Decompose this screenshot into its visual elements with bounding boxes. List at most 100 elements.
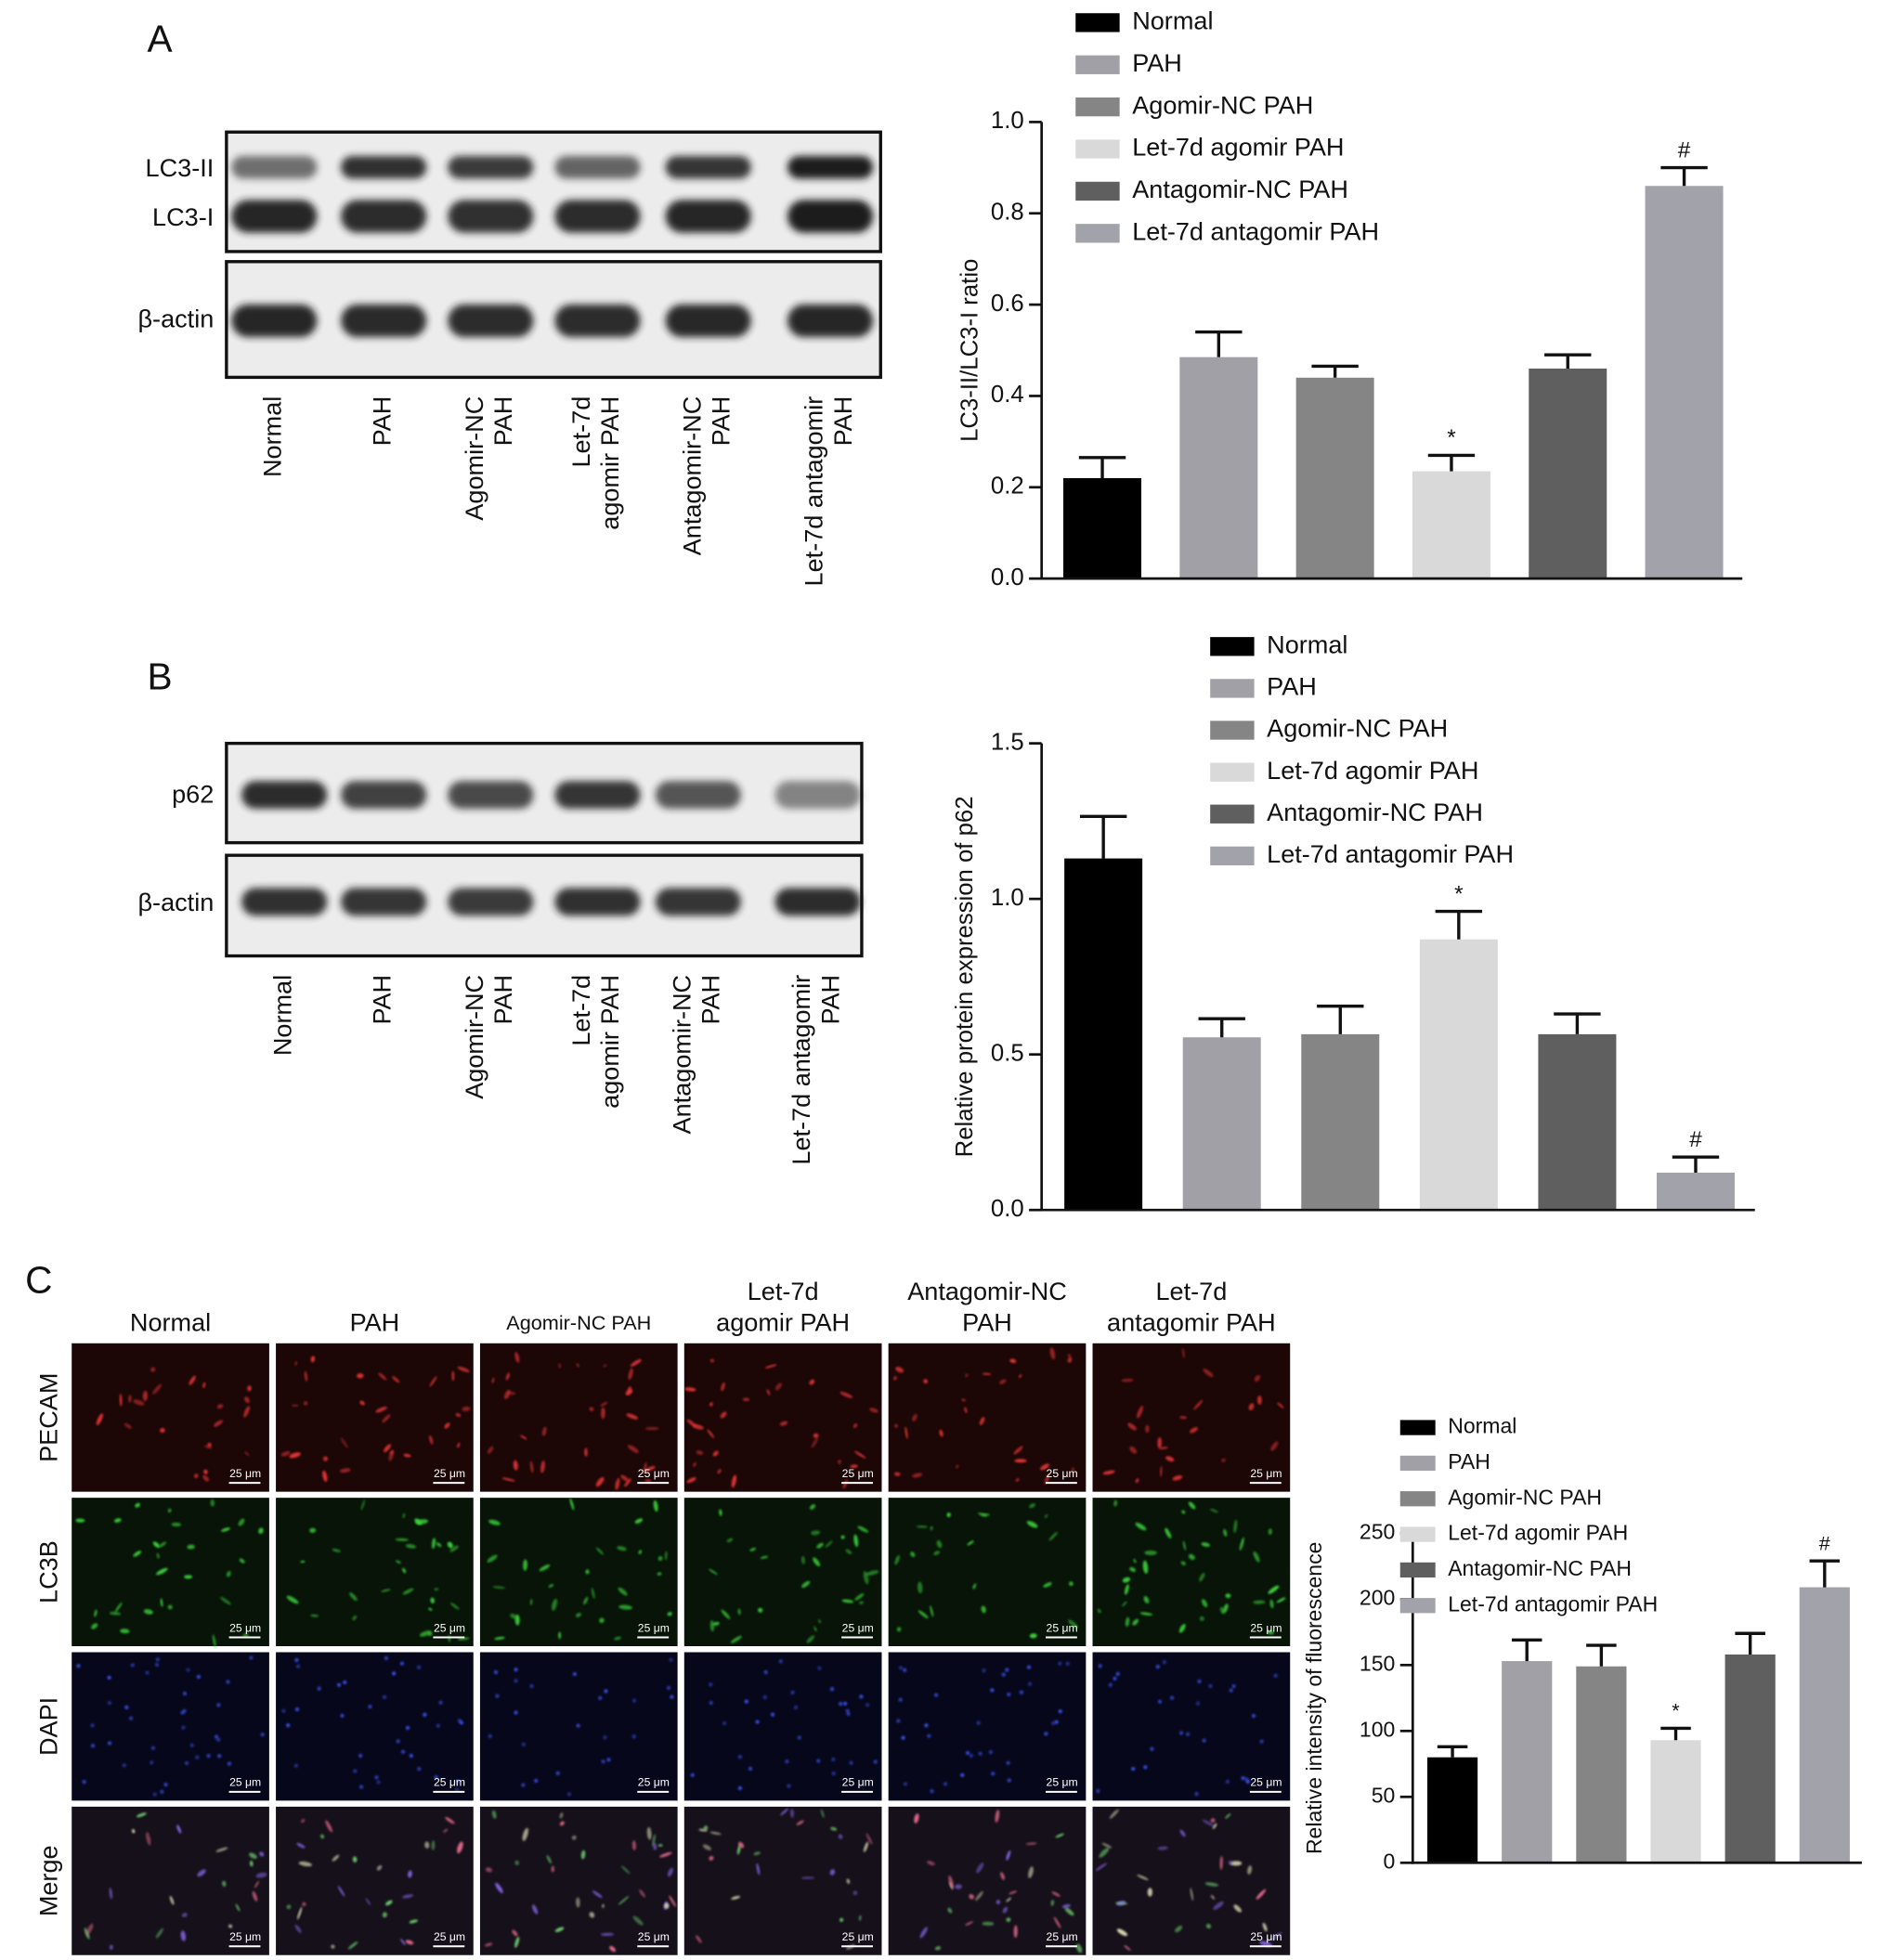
lane-label: Let-7d antagomir (800, 396, 828, 587)
cell (114, 1602, 123, 1613)
cell (846, 1711, 851, 1717)
cell (580, 1850, 586, 1860)
legend-swatch (1075, 224, 1120, 243)
cell (571, 1835, 577, 1840)
cell (1251, 1714, 1256, 1719)
blot-background (226, 855, 862, 956)
cell (919, 1927, 928, 1939)
cell (669, 1895, 676, 1907)
cell (447, 1541, 453, 1549)
cell (839, 1702, 843, 1707)
cell (892, 1376, 897, 1381)
blot-band (241, 781, 328, 810)
cell (841, 1599, 854, 1603)
cell (806, 1635, 815, 1643)
cell (152, 1792, 157, 1797)
blot-band (448, 781, 534, 810)
error-bar (1660, 1726, 1691, 1741)
blot-band (554, 304, 641, 338)
cell (758, 1607, 763, 1613)
legend-label: Agomir-NC PAH (1267, 714, 1448, 743)
cell (298, 1861, 312, 1867)
cell (839, 1917, 844, 1923)
cell (766, 1389, 771, 1395)
cell (310, 1356, 316, 1363)
cell (85, 1923, 94, 1936)
error-bar (1427, 453, 1476, 472)
error-bar (1311, 364, 1359, 378)
cell (520, 1434, 527, 1440)
cell (595, 1476, 605, 1487)
cell (749, 1547, 757, 1551)
cell (1055, 1833, 1064, 1838)
cell (894, 1423, 898, 1428)
cell (310, 1614, 319, 1617)
cell (402, 1567, 407, 1574)
cell (428, 1607, 433, 1611)
cell (243, 1406, 250, 1418)
cell (1133, 1558, 1137, 1564)
cell (1019, 1374, 1022, 1378)
cell (457, 1442, 461, 1448)
cell (1233, 1519, 1238, 1534)
blot-band (787, 200, 874, 233)
cell (521, 1742, 526, 1746)
cell (1254, 1374, 1261, 1382)
cell (982, 1668, 986, 1673)
cell (670, 1694, 674, 1699)
cell (203, 1469, 208, 1474)
cell (644, 1427, 659, 1431)
cell (529, 1598, 533, 1605)
cell (930, 1525, 933, 1531)
bar (1656, 1172, 1735, 1211)
bar (1426, 1757, 1478, 1863)
blot-background (226, 261, 881, 378)
cell (142, 1390, 148, 1402)
cell (859, 1601, 864, 1604)
cell (401, 1894, 414, 1899)
cell (396, 1739, 400, 1744)
cell (339, 1468, 351, 1473)
cell (352, 1615, 358, 1621)
cell (1098, 1664, 1102, 1668)
cell (322, 1456, 329, 1461)
cell (202, 1382, 206, 1389)
cell (259, 1851, 265, 1857)
error-bar (1735, 1631, 1765, 1655)
cell (444, 1422, 450, 1429)
cell (576, 1723, 580, 1728)
cell (512, 1929, 518, 1937)
cell (109, 1888, 113, 1900)
cell (91, 1623, 98, 1629)
cell (842, 1701, 848, 1706)
bar (1529, 368, 1607, 579)
cell (124, 1422, 132, 1429)
scale-bar-label: 25 μm (1047, 1930, 1078, 1943)
cell (575, 1612, 582, 1617)
cell (600, 1932, 614, 1937)
cell (286, 1904, 292, 1910)
cell (720, 1411, 727, 1419)
blot-background (226, 743, 862, 843)
cell (226, 1570, 231, 1577)
cell (1051, 1891, 1061, 1897)
cell (1124, 1584, 1129, 1595)
cell (644, 1479, 652, 1483)
blot-band (341, 304, 427, 338)
cell (1007, 1778, 1011, 1783)
error-bar (1586, 1643, 1617, 1667)
cell (709, 1568, 719, 1576)
cell (1006, 1760, 1010, 1765)
cell (1127, 1422, 1137, 1431)
cell (1199, 1572, 1205, 1582)
cell (709, 1831, 722, 1836)
cell (1273, 1673, 1278, 1678)
column-header: PAH (350, 1308, 400, 1337)
column-header: Antagomir-NC (907, 1277, 1067, 1305)
cell (1208, 1683, 1213, 1689)
cell (207, 1442, 212, 1447)
cell (628, 1368, 633, 1381)
cell (585, 1569, 590, 1575)
cell (1101, 1842, 1113, 1849)
cell (1268, 1528, 1272, 1536)
